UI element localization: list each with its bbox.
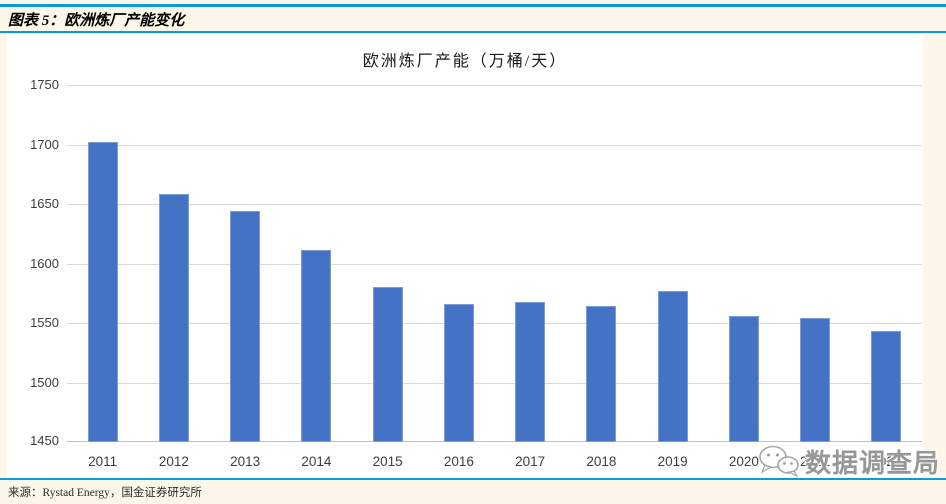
- bar-2014: [301, 250, 332, 442]
- gridline-1450: [67, 441, 922, 442]
- y-tick-label: 1600: [30, 255, 59, 271]
- y-tick-label: 1650: [30, 196, 59, 211]
- x-tick-label-2018: 2018: [586, 454, 617, 469]
- caption-divider-rule: [0, 31, 946, 33]
- chart-panel: 欧洲炼厂产能（万桶/天） 1450 1500 1550 1600 1650 1700 175…: [7, 34, 923, 478]
- bar-2021: [800, 318, 831, 442]
- bar-2017: [515, 301, 546, 442]
- x-axis: 2011 2012 2013 2014 2015 2016 2017 2018 2019 2020…: [67, 452, 922, 472]
- source-note: 来源：Rystad Energy，国金证券研究所: [8, 487, 202, 499]
- y-axis: 1450 1500 1550 1600 1650 1700 1750: [7, 34, 59, 478]
- bar-2022: [871, 331, 902, 442]
- x-tick-label-2014: 2014: [301, 454, 332, 469]
- gridline-1700: [67, 144, 922, 146]
- gridline-1550: [67, 323, 922, 324]
- x-tick-label-2015: 2015: [372, 454, 403, 469]
- bar-2020: [728, 315, 759, 442]
- y-tick-label: 1550: [30, 315, 59, 330]
- gridline-1750: [67, 85, 922, 86]
- x-tick-label-2013: 2013: [230, 454, 261, 469]
- bar-2012: [158, 194, 189, 442]
- y-tick-label: 1700: [30, 136, 59, 152]
- bar-2016: [443, 303, 474, 442]
- gridline-1600: [67, 263, 922, 265]
- bar-2015: [372, 287, 403, 442]
- x-tick-label-2016: 2016: [443, 454, 474, 469]
- x-tick-label-2017: 2017: [515, 454, 546, 469]
- x-tick-label-2012: 2012: [158, 454, 189, 469]
- x-tick-label-2011: 2011: [88, 454, 118, 469]
- y-tick-label: 1450: [30, 433, 59, 448]
- gridline-1500: [67, 382, 922, 384]
- x-tick-label-2019: 2019: [657, 454, 688, 469]
- chart-title: 欧洲炼厂产能（万桶/天）: [362, 53, 568, 70]
- bar-2018: [586, 306, 617, 442]
- bar-2013: [230, 211, 261, 442]
- bar-2019: [657, 290, 688, 442]
- bar-2011: [87, 142, 118, 442]
- y-tick-label: 1500: [30, 374, 59, 390]
- figure-caption: 图表 5：欧洲炼厂产能变化: [8, 13, 185, 29]
- x-tick-label-2021: 2021: [800, 454, 831, 469]
- gridline-1650: [67, 204, 922, 205]
- y-tick-label: 1750: [30, 77, 59, 92]
- x-tick-label-2020: 2020: [728, 454, 759, 469]
- plot-area: [67, 85, 922, 442]
- bottom-accent-rule: [0, 478, 946, 480]
- top-accent-rule: [0, 4, 946, 7]
- x-tick-label-2022: 2022: [871, 454, 902, 469]
